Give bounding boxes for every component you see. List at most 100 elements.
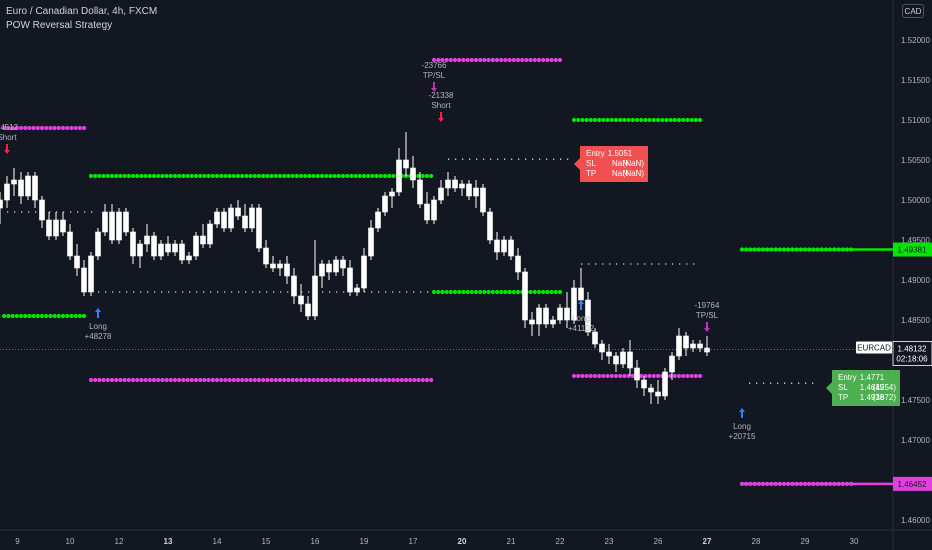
candle-body: [466, 183, 472, 197]
candle-body: [536, 307, 542, 325]
magenta-level-dot: [786, 481, 791, 486]
green-level-dot: [227, 173, 232, 179]
candle-body: [627, 351, 633, 369]
magenta-level-dot: [486, 57, 491, 63]
candle-body: [403, 159, 409, 169]
magenta-level-dot: [739, 481, 745, 486]
magenta-level-dot: [613, 373, 619, 379]
magenta-level-dot: [511, 57, 516, 63]
magenta-level-dot: [672, 373, 677, 379]
magenta-level-dot: [206, 377, 211, 383]
green-level-dot: [172, 173, 178, 179]
magenta-level-dot: [387, 377, 392, 383]
green-level-dot: [97, 173, 102, 179]
magenta-level-dot: [408, 377, 413, 383]
magenta-level-dot: [597, 373, 602, 379]
candle-body: [634, 367, 640, 381]
y-tick-label: 1.48500: [901, 316, 930, 325]
magenta-level-dot: [528, 57, 533, 63]
magenta-level-dot: [403, 377, 409, 383]
green-level-dot: [56, 313, 61, 319]
green-level-dot: [307, 173, 312, 179]
magenta-level-dot: [794, 481, 799, 486]
magenta-level-dot: [227, 377, 232, 383]
magenta-level-dot: [286, 377, 291, 383]
green-level-dot: [14, 313, 19, 319]
currency-button[interactable]: CAD: [902, 4, 924, 18]
magenta-level-dot: [52, 125, 57, 131]
green-level-dot: [319, 173, 325, 179]
candle-body: [263, 247, 269, 265]
candle-body: [284, 263, 290, 277]
candle-body: [550, 319, 556, 325]
magenta-level-dot: [269, 377, 274, 383]
entry-box-label: SL: [838, 383, 848, 392]
green-level-dot: [507, 289, 512, 295]
strategy-name[interactable]: POW Reversal Strategy: [6, 20, 113, 31]
candle-body: [193, 235, 199, 257]
green-level-dot: [122, 173, 127, 179]
green-level-dot: [244, 173, 249, 179]
green-level-dot: [499, 289, 504, 295]
magenta-level-dot: [185, 377, 190, 383]
candle-body: [0, 199, 3, 209]
candle-body: [578, 287, 584, 301]
candle-body: [522, 271, 528, 321]
candle-body: [340, 259, 346, 269]
green-level-dot: [240, 173, 245, 179]
green-level-dot: [486, 289, 491, 295]
green-level-dot: [143, 173, 148, 179]
green-level-dot: [643, 117, 648, 123]
candle-body: [599, 343, 605, 353]
green-level-dot: [790, 247, 795, 252]
green-level-dot: [448, 289, 453, 295]
candle-body: [18, 179, 24, 197]
magenta-level-dot: [118, 377, 123, 383]
candle-body: [417, 179, 423, 205]
green-level-dot: [697, 117, 703, 123]
magenta-level-dot: [303, 377, 308, 383]
magenta-level-dot: [391, 377, 396, 383]
green-level-dot: [261, 173, 266, 179]
green-level-dot: [357, 173, 362, 179]
magenta-level-dot: [60, 125, 66, 131]
green-level-dot: [10, 313, 15, 319]
candle-body: [424, 203, 430, 221]
green-level-dot: [811, 247, 816, 252]
green-level-dot: [461, 289, 466, 295]
candle-body: [172, 243, 178, 253]
magenta-level-dot: [311, 377, 316, 383]
candle-body: [452, 179, 458, 189]
green-level-dot: [39, 313, 45, 319]
y-tick-label: 1.49000: [901, 276, 930, 285]
green-level-dot: [81, 313, 87, 319]
y-tick-label: 1.50500: [901, 156, 930, 165]
magenta-level-dot: [324, 377, 329, 383]
magenta-level-dot: [685, 373, 690, 379]
magenta-level-dot: [424, 377, 430, 383]
magenta-level-dot: [14, 125, 19, 131]
symbol-badge-label: EURCAD: [857, 343, 891, 352]
magenta-level-dot: [828, 481, 833, 486]
green-level-dot: [181, 173, 186, 179]
green-level-dot: [664, 117, 669, 123]
magenta-level-dot: [336, 377, 341, 383]
long-arrow-icon: [95, 308, 101, 318]
magenta-level-dot: [172, 377, 178, 383]
magenta-level-dot: [576, 373, 581, 379]
entry-box-price: 1.4645: [860, 383, 885, 392]
exit-signal-value: -23766: [422, 61, 447, 70]
magenta-level-dot: [307, 377, 312, 383]
candle-body: [480, 187, 486, 213]
magenta-level-dot: [448, 57, 453, 63]
x-tick-label: 9: [15, 537, 20, 546]
candle-body: [676, 335, 682, 357]
magenta-level-dot: [823, 481, 829, 486]
magenta-level-dot: [515, 57, 521, 63]
magenta-level-dot: [503, 57, 508, 63]
y-tick-label: 1.47000: [901, 436, 930, 445]
green-level-dot: [273, 173, 278, 179]
green-level-dot: [269, 173, 274, 179]
magenta-level-dot: [457, 57, 462, 63]
